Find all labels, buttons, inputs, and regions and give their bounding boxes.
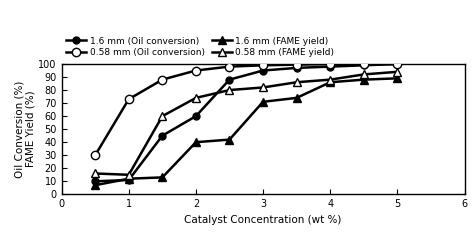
Legend: 1.6 mm (Oil conversion), 0.58 mm (Oil conversion), 1.6 mm (FAME yield), 0.58 mm : 1.6 mm (Oil conversion), 0.58 mm (Oil co… [66,36,334,57]
X-axis label: Catalyst Concentration (wt %): Catalyst Concentration (wt %) [184,215,342,225]
Y-axis label: Oil Conversion (%)
FAME Yield (%): Oil Conversion (%) FAME Yield (%) [14,81,36,178]
